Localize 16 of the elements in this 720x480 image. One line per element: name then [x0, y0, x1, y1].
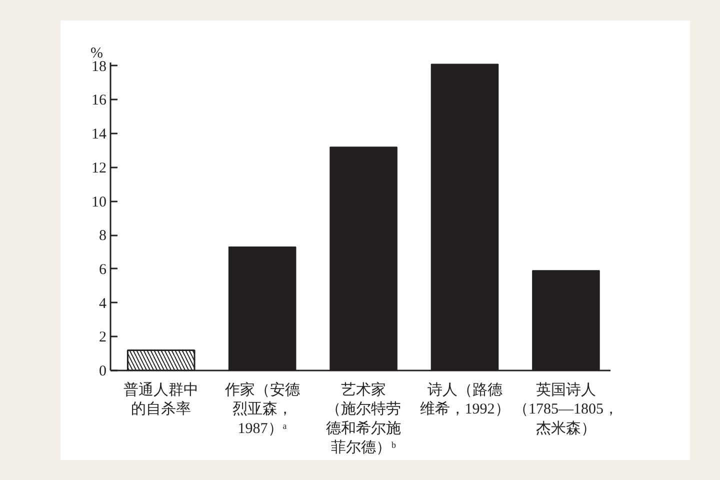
x-tick-label: 普通人群中的自杀率 — [124, 382, 199, 418]
y-tick-label: 16 — [92, 92, 107, 109]
y-tick-label: 6 — [99, 262, 107, 278]
y-tick-label: 12 — [92, 160, 106, 176]
x-tick-label: 作家（安德烈亚森，1987）ᵃ — [224, 382, 300, 437]
y-tick-label: 4 — [99, 296, 107, 312]
y-tick-label: 8 — [99, 228, 106, 244]
y-tick-label: 14 — [92, 126, 107, 143]
x-tick-label: 英国诗人（1785—1805，杰米森） — [513, 382, 618, 437]
y-tick-label: 2 — [99, 330, 106, 346]
x-tick-label: 诗人（路德维希，1992） — [420, 382, 510, 418]
x-tick-label: 艺术家（施尔特劳德和希尔施菲尔德）ᵇ — [326, 382, 402, 456]
y-tick-label: 0 — [99, 364, 106, 380]
y-axis-title: % — [90, 46, 103, 62]
y-tick-label: 10 — [92, 194, 106, 210]
y-tick-label: 18 — [92, 58, 106, 75]
